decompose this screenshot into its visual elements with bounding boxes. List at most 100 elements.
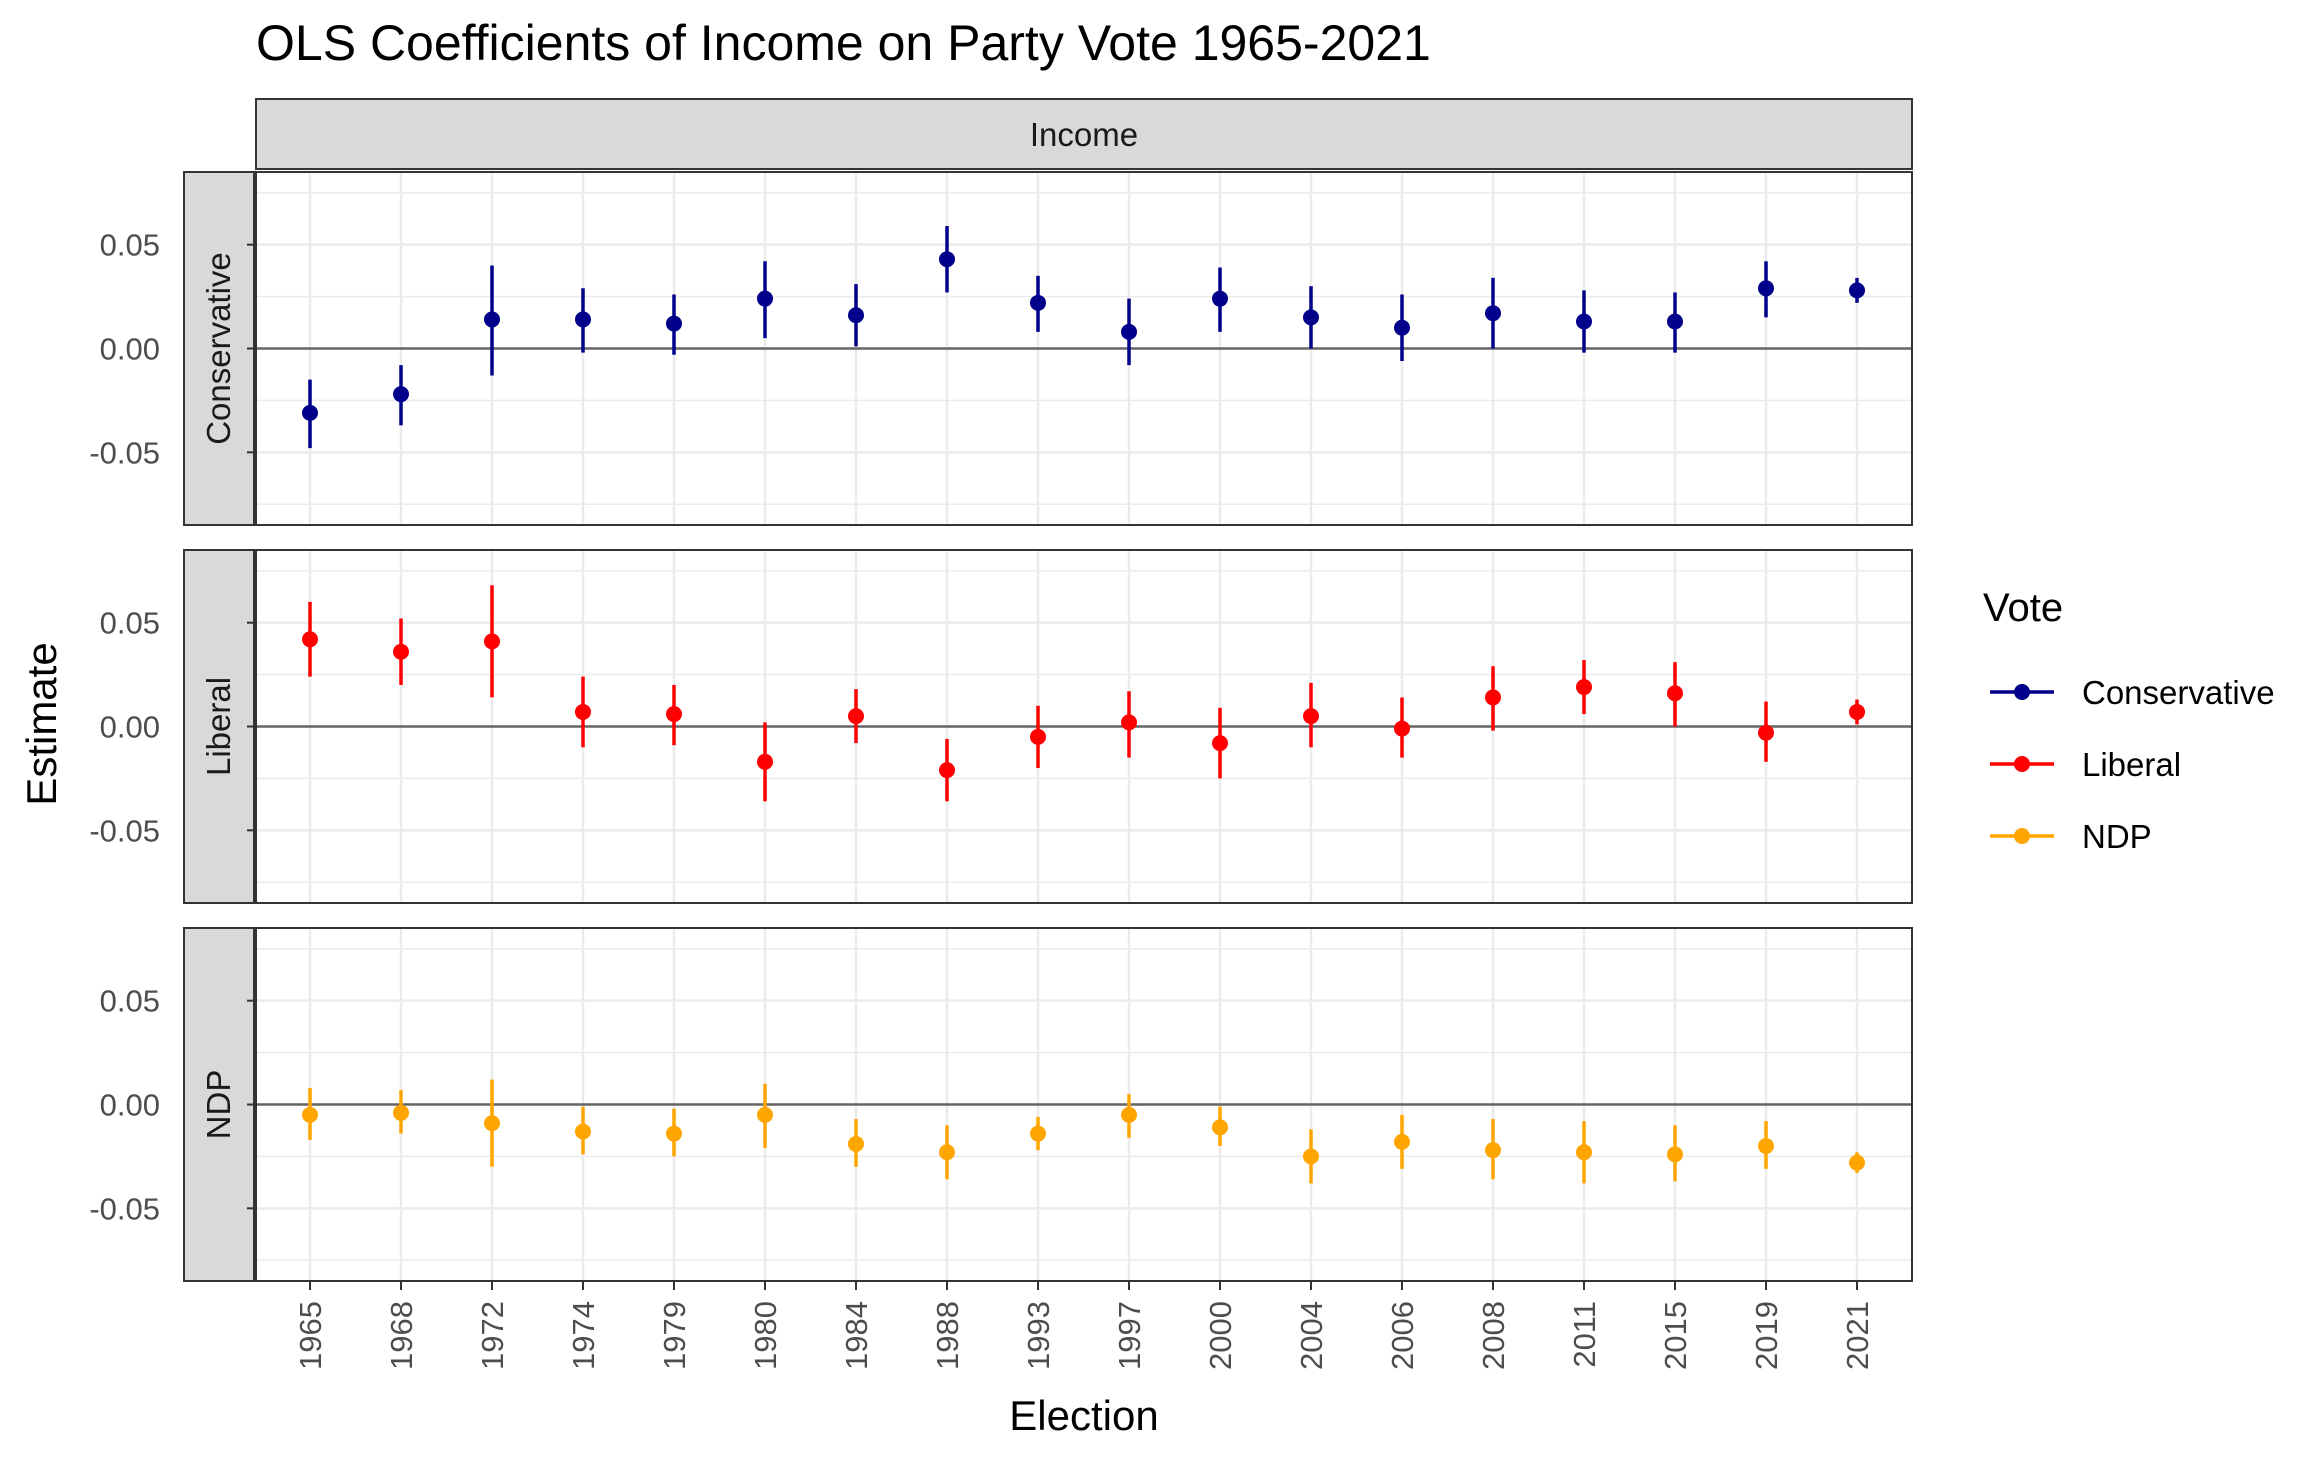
x-tick-label: 2000 — [1203, 1301, 1238, 1370]
data-point — [1212, 735, 1228, 752]
x-tick-label: 2008 — [1476, 1301, 1511, 1370]
data-point — [1485, 305, 1501, 322]
x-tick-label: 2015 — [1658, 1301, 1693, 1370]
data-point — [302, 404, 318, 421]
panel-conservative: Conservative -0.05 0.00 0.05 — [89, 171, 1913, 526]
legend: Conservative Liberal NDP — [1990, 674, 2275, 855]
data-point — [1849, 703, 1865, 720]
data-point — [575, 703, 591, 720]
y-tick-label: -0.05 — [89, 813, 160, 848]
data-point — [1849, 1154, 1865, 1171]
panel-liberal: Liberal -0.05 0.00 0.05 — [89, 549, 1913, 904]
strip-left — [183, 171, 255, 526]
data-point — [393, 643, 409, 660]
data-point — [575, 1123, 591, 1140]
x-tick-label: 1997 — [1112, 1301, 1147, 1370]
data-point — [1485, 1142, 1501, 1159]
data-point — [757, 1106, 773, 1123]
x-tick-label: 2021 — [1840, 1301, 1875, 1370]
data-point — [1394, 720, 1410, 737]
data-point — [302, 631, 318, 648]
data-point — [1758, 280, 1774, 297]
data-point — [1030, 294, 1046, 311]
x-tick-label: 1984 — [839, 1301, 874, 1370]
data-point — [1121, 323, 1137, 340]
legend-item-ndp: NDP — [1990, 818, 2152, 855]
data-point — [1758, 724, 1774, 741]
data-point — [484, 1115, 500, 1132]
data-point — [1667, 313, 1683, 330]
data-point — [1485, 689, 1501, 706]
data-point — [484, 311, 500, 328]
data-point — [757, 290, 773, 307]
x-tick-label: 1993 — [1021, 1301, 1056, 1370]
x-tick-label: 2004 — [1294, 1301, 1329, 1370]
data-point — [1758, 1138, 1774, 1155]
data-point — [1030, 728, 1046, 745]
data-point — [1030, 1125, 1046, 1142]
data-point — [939, 762, 955, 779]
strip-left — [183, 549, 255, 904]
data-point — [939, 1144, 955, 1161]
y-tick-label: -0.05 — [89, 1191, 160, 1226]
legend-label: NDP — [2082, 818, 2152, 855]
strip-top-label: Income — [1030, 116, 1138, 153]
data-point — [848, 1135, 864, 1152]
legend-title: Vote — [1983, 586, 2063, 630]
y-tick-label: 0.00 — [100, 332, 160, 367]
x-axis: 1965 1968 1972 1974 1979 1980 1984 1988 1993 1997… — [293, 1281, 1875, 1370]
y-tick-label: 0.00 — [100, 710, 160, 745]
x-tick-label: 1988 — [930, 1301, 965, 1370]
x-tick-label: 1965 — [293, 1301, 328, 1370]
data-point — [1394, 1133, 1410, 1150]
data-point — [1121, 1106, 1137, 1123]
data-point — [393, 1104, 409, 1121]
x-tick-label: 1980 — [748, 1301, 783, 1370]
data-point — [1667, 685, 1683, 702]
y-tick-label: 0.05 — [100, 984, 160, 1019]
x-tick-label: 1972 — [475, 1301, 510, 1370]
data-point — [848, 708, 864, 725]
data-point — [575, 311, 591, 328]
y-tick-label: 0.05 — [100, 606, 160, 641]
data-point — [1576, 313, 1592, 330]
x-tick-label: 2019 — [1749, 1301, 1784, 1370]
data-point — [1303, 1148, 1319, 1165]
data-point — [1667, 1146, 1683, 1163]
data-point — [484, 633, 500, 650]
strip-left — [183, 927, 255, 1282]
y-tick-label: 0.05 — [100, 228, 160, 263]
data-point — [1576, 1144, 1592, 1161]
legend-key-point — [2014, 684, 2030, 700]
legend-label: Conservative — [2082, 674, 2275, 711]
panels: Conservative -0.05 0.00 0.05 Liberal -0.05 0.0… — [89, 171, 1913, 1282]
x-tick-label: 2011 — [1567, 1301, 1602, 1368]
y-tick-label: 0.00 — [100, 1088, 160, 1123]
x-tick-label: 1979 — [657, 1301, 692, 1370]
data-point — [1849, 282, 1865, 299]
y-axis-title: Estimate — [18, 642, 65, 805]
strip-left-label: NDP — [200, 1070, 237, 1140]
strip-left-label: Liberal — [200, 677, 237, 776]
data-point — [939, 251, 955, 268]
strip-top — [255, 98, 1913, 170]
x-tick-label: 2006 — [1385, 1301, 1420, 1370]
strip-left-label: Conservative — [200, 252, 237, 445]
data-point — [1303, 708, 1319, 725]
data-point — [848, 307, 864, 324]
legend-item-conservative: Conservative — [1990, 674, 2275, 711]
data-point — [1303, 309, 1319, 326]
data-point — [393, 386, 409, 403]
data-point — [1576, 679, 1592, 696]
data-point — [1121, 714, 1137, 731]
legend-key-point — [2014, 828, 2030, 844]
legend-key-point — [2014, 756, 2030, 772]
data-point — [666, 706, 682, 723]
legend-label: Liberal — [2082, 746, 2181, 783]
chart-title: OLS Coefficients of Income on Party Vote… — [256, 15, 1431, 71]
legend-item-liberal: Liberal — [1990, 746, 2181, 783]
data-point — [1394, 319, 1410, 336]
data-point — [666, 315, 682, 332]
